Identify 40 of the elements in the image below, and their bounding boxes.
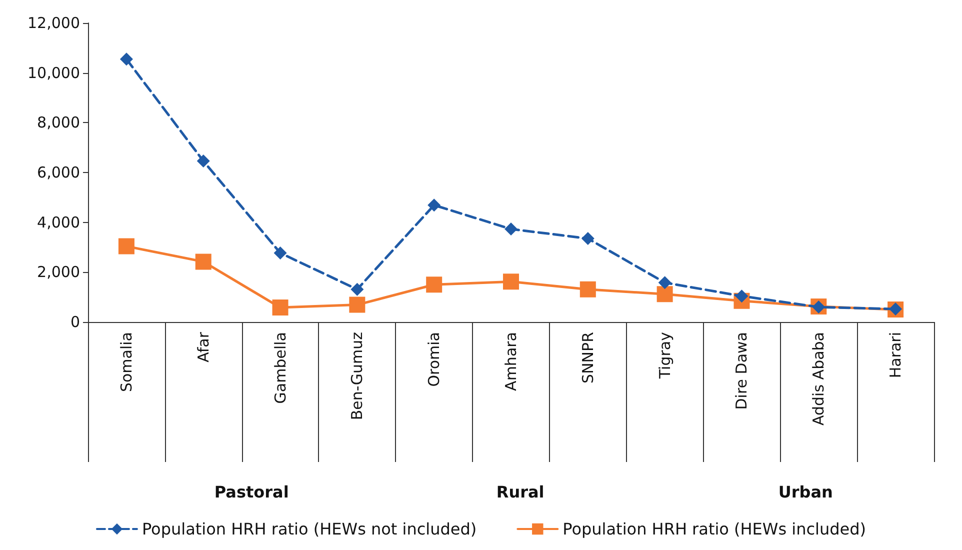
point (428, 198, 441, 212)
text: Pastoral (214, 482, 289, 502)
y-tick-label: 6,000 (37, 164, 80, 182)
x-tick-label: Amhara (502, 332, 520, 391)
point (350, 282, 364, 296)
x-tick-label: Addis Ababa (810, 332, 828, 426)
point (656, 286, 673, 302)
x-tick-label: SNNPR (578, 332, 597, 384)
point (658, 276, 672, 290)
point (272, 300, 288, 316)
point (349, 296, 366, 313)
y-tick-label: 0 (70, 313, 80, 331)
x-tick-label: Tigray (656, 332, 674, 380)
x-tick-label: Oromia (425, 332, 444, 387)
point (118, 238, 134, 254)
x-tick-label: Ben-Gumuz (348, 332, 366, 420)
point (504, 222, 518, 236)
y-tick-label: 10,000 (28, 64, 80, 82)
y-tick-label: 8,000 (37, 114, 80, 132)
x-tick-label: Harari (886, 332, 905, 378)
point (196, 154, 210, 168)
point (195, 254, 212, 270)
point (581, 232, 594, 246)
text: Rural (496, 482, 544, 502)
y-tick-label: 2,000 (37, 263, 80, 282)
point (580, 281, 596, 298)
y-tick-label: 12,000 (28, 14, 80, 32)
x-tick-label: Afar (194, 331, 212, 362)
legend-label: Population HRH ratio (HEWs not included) (142, 520, 477, 538)
point (503, 274, 519, 290)
x-tick-label: Gambella (271, 332, 290, 404)
x-tick-label: Somalia (117, 332, 136, 392)
point (274, 246, 287, 260)
legend-label: Population HRH ratio (HEWs included) (562, 520, 866, 538)
point (426, 276, 442, 293)
y-tick-label: 4,000 (37, 213, 80, 232)
text: Urban (778, 482, 833, 502)
point (120, 52, 133, 66)
point (735, 290, 748, 303)
x-tick-label: Dire Dawa (732, 332, 751, 410)
